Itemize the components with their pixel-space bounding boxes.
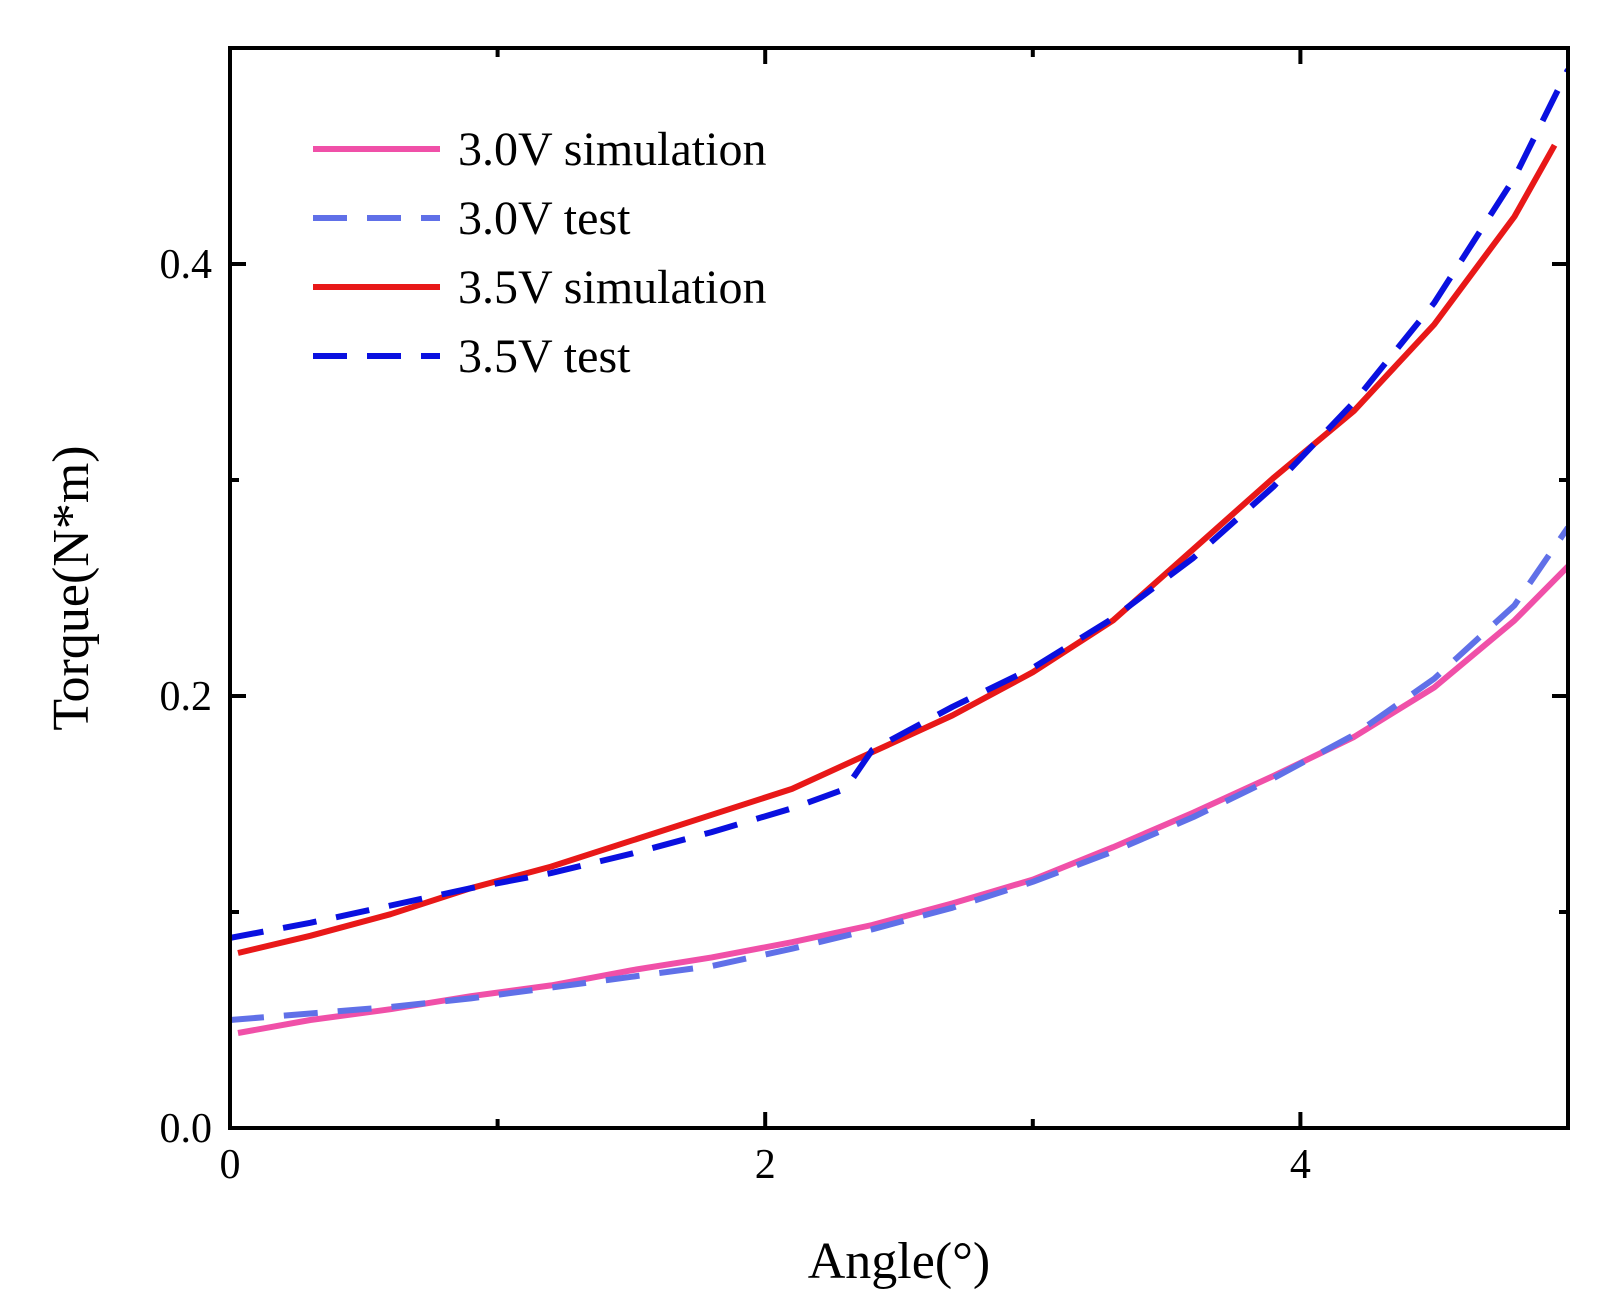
legend: 3.0V simulation 3.0V test 3.5V simulation 3… (313, 123, 766, 383)
plot-frame (228, 46, 1570, 1130)
x-tick-label: 0 (220, 1142, 241, 1188)
y-tick-label: 0.2 (160, 674, 213, 720)
y-tick-label: 0.0 (160, 1106, 213, 1152)
series-line-2 (230, 525, 1568, 1023)
legend-label-4: 3.5V test (458, 330, 631, 383)
series-line-1 (237, 564, 1568, 1036)
legend-label-1: 3.0V simulation (458, 123, 766, 176)
ticks-layer: 0 2 4 0.0 0.2 0.4 (160, 48, 1568, 1188)
x-axis-title: Angle(°) (808, 1233, 991, 1290)
y-tick-label: 0.4 (160, 242, 213, 288)
y-axis-title: Torque(N*m) (43, 445, 100, 730)
x-tick-label: 2 (755, 1142, 776, 1188)
legend-label-3: 3.5V simulation (458, 261, 766, 314)
series-line-3 (237, 143, 1558, 956)
legend-label-2: 3.0V test (458, 192, 631, 245)
x-tick-label: 4 (1290, 1142, 1311, 1188)
series-layer (230, 68, 1568, 1036)
series-line-4 (230, 68, 1568, 941)
